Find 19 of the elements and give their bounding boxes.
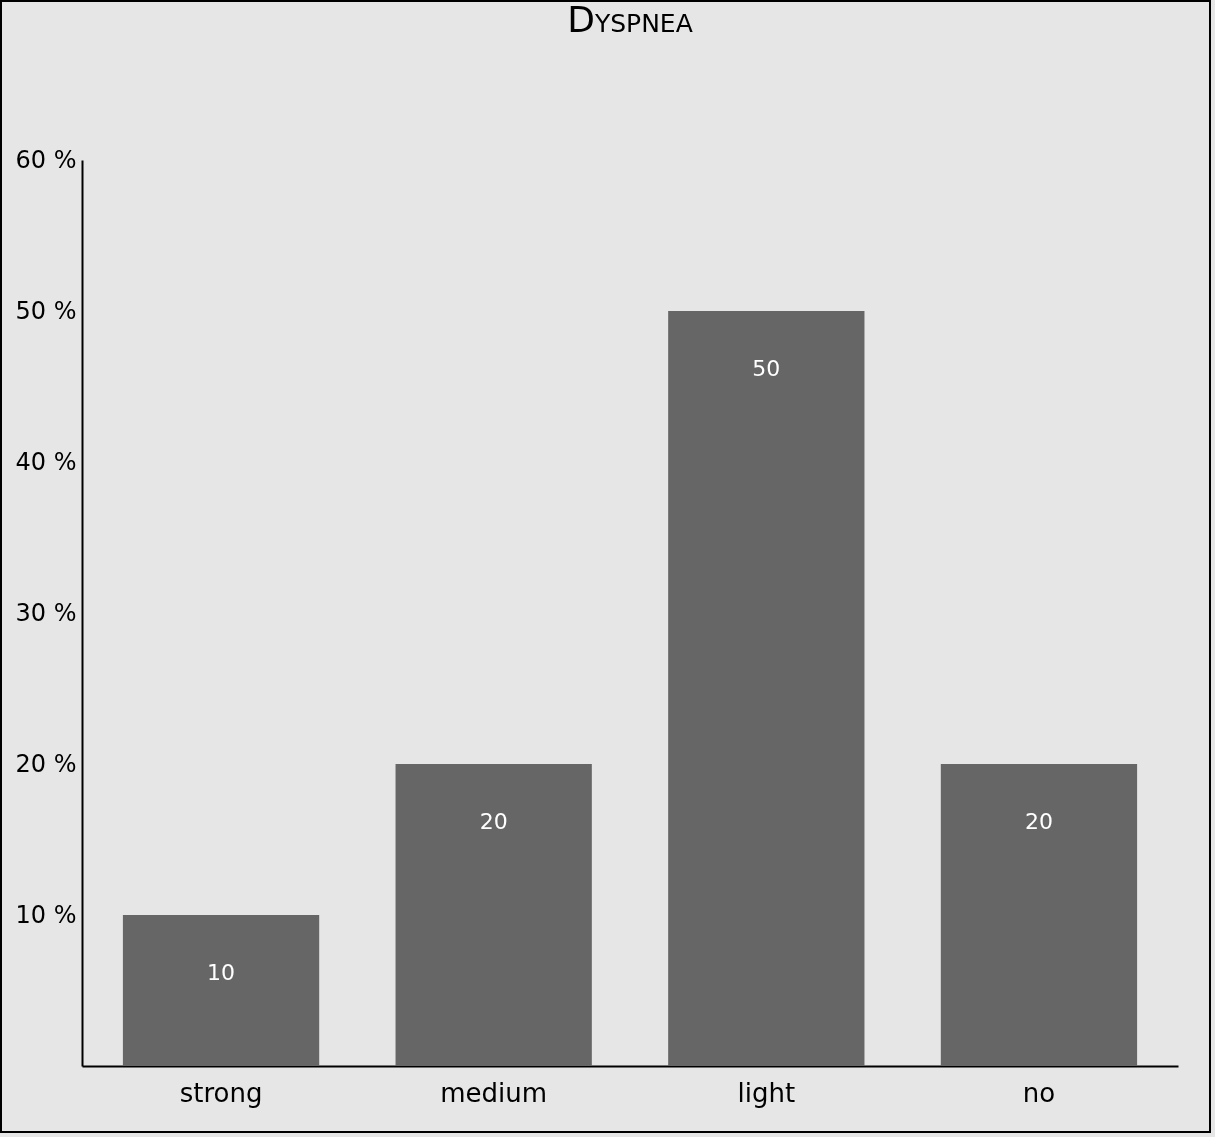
chart-title: Dyspnea	[567, 0, 693, 40]
y-tick-label: 60 %	[15, 145, 77, 174]
data-label: 20	[1024, 809, 1053, 834]
data-label: 50	[752, 356, 781, 381]
bar	[395, 764, 592, 1066]
y-tick-label: 40 %	[15, 447, 77, 476]
y-tick-label: 10 %	[15, 900, 77, 929]
y-tick-label: 30 %	[15, 598, 77, 627]
data-label: 10	[207, 960, 236, 985]
x-tick-label: light	[737, 1077, 796, 1108]
bar	[668, 311, 865, 1066]
bar	[122, 915, 320, 1066]
y-tick-label: 20 %	[15, 749, 77, 778]
data-label: 20	[479, 809, 508, 834]
x-tick-label: strong	[179, 1077, 263, 1108]
x-tick-label: no	[1022, 1077, 1056, 1108]
y-tick-label: 50 %	[15, 296, 77, 325]
bar	[940, 764, 1138, 1066]
x-tick-label: medium	[440, 1077, 548, 1108]
